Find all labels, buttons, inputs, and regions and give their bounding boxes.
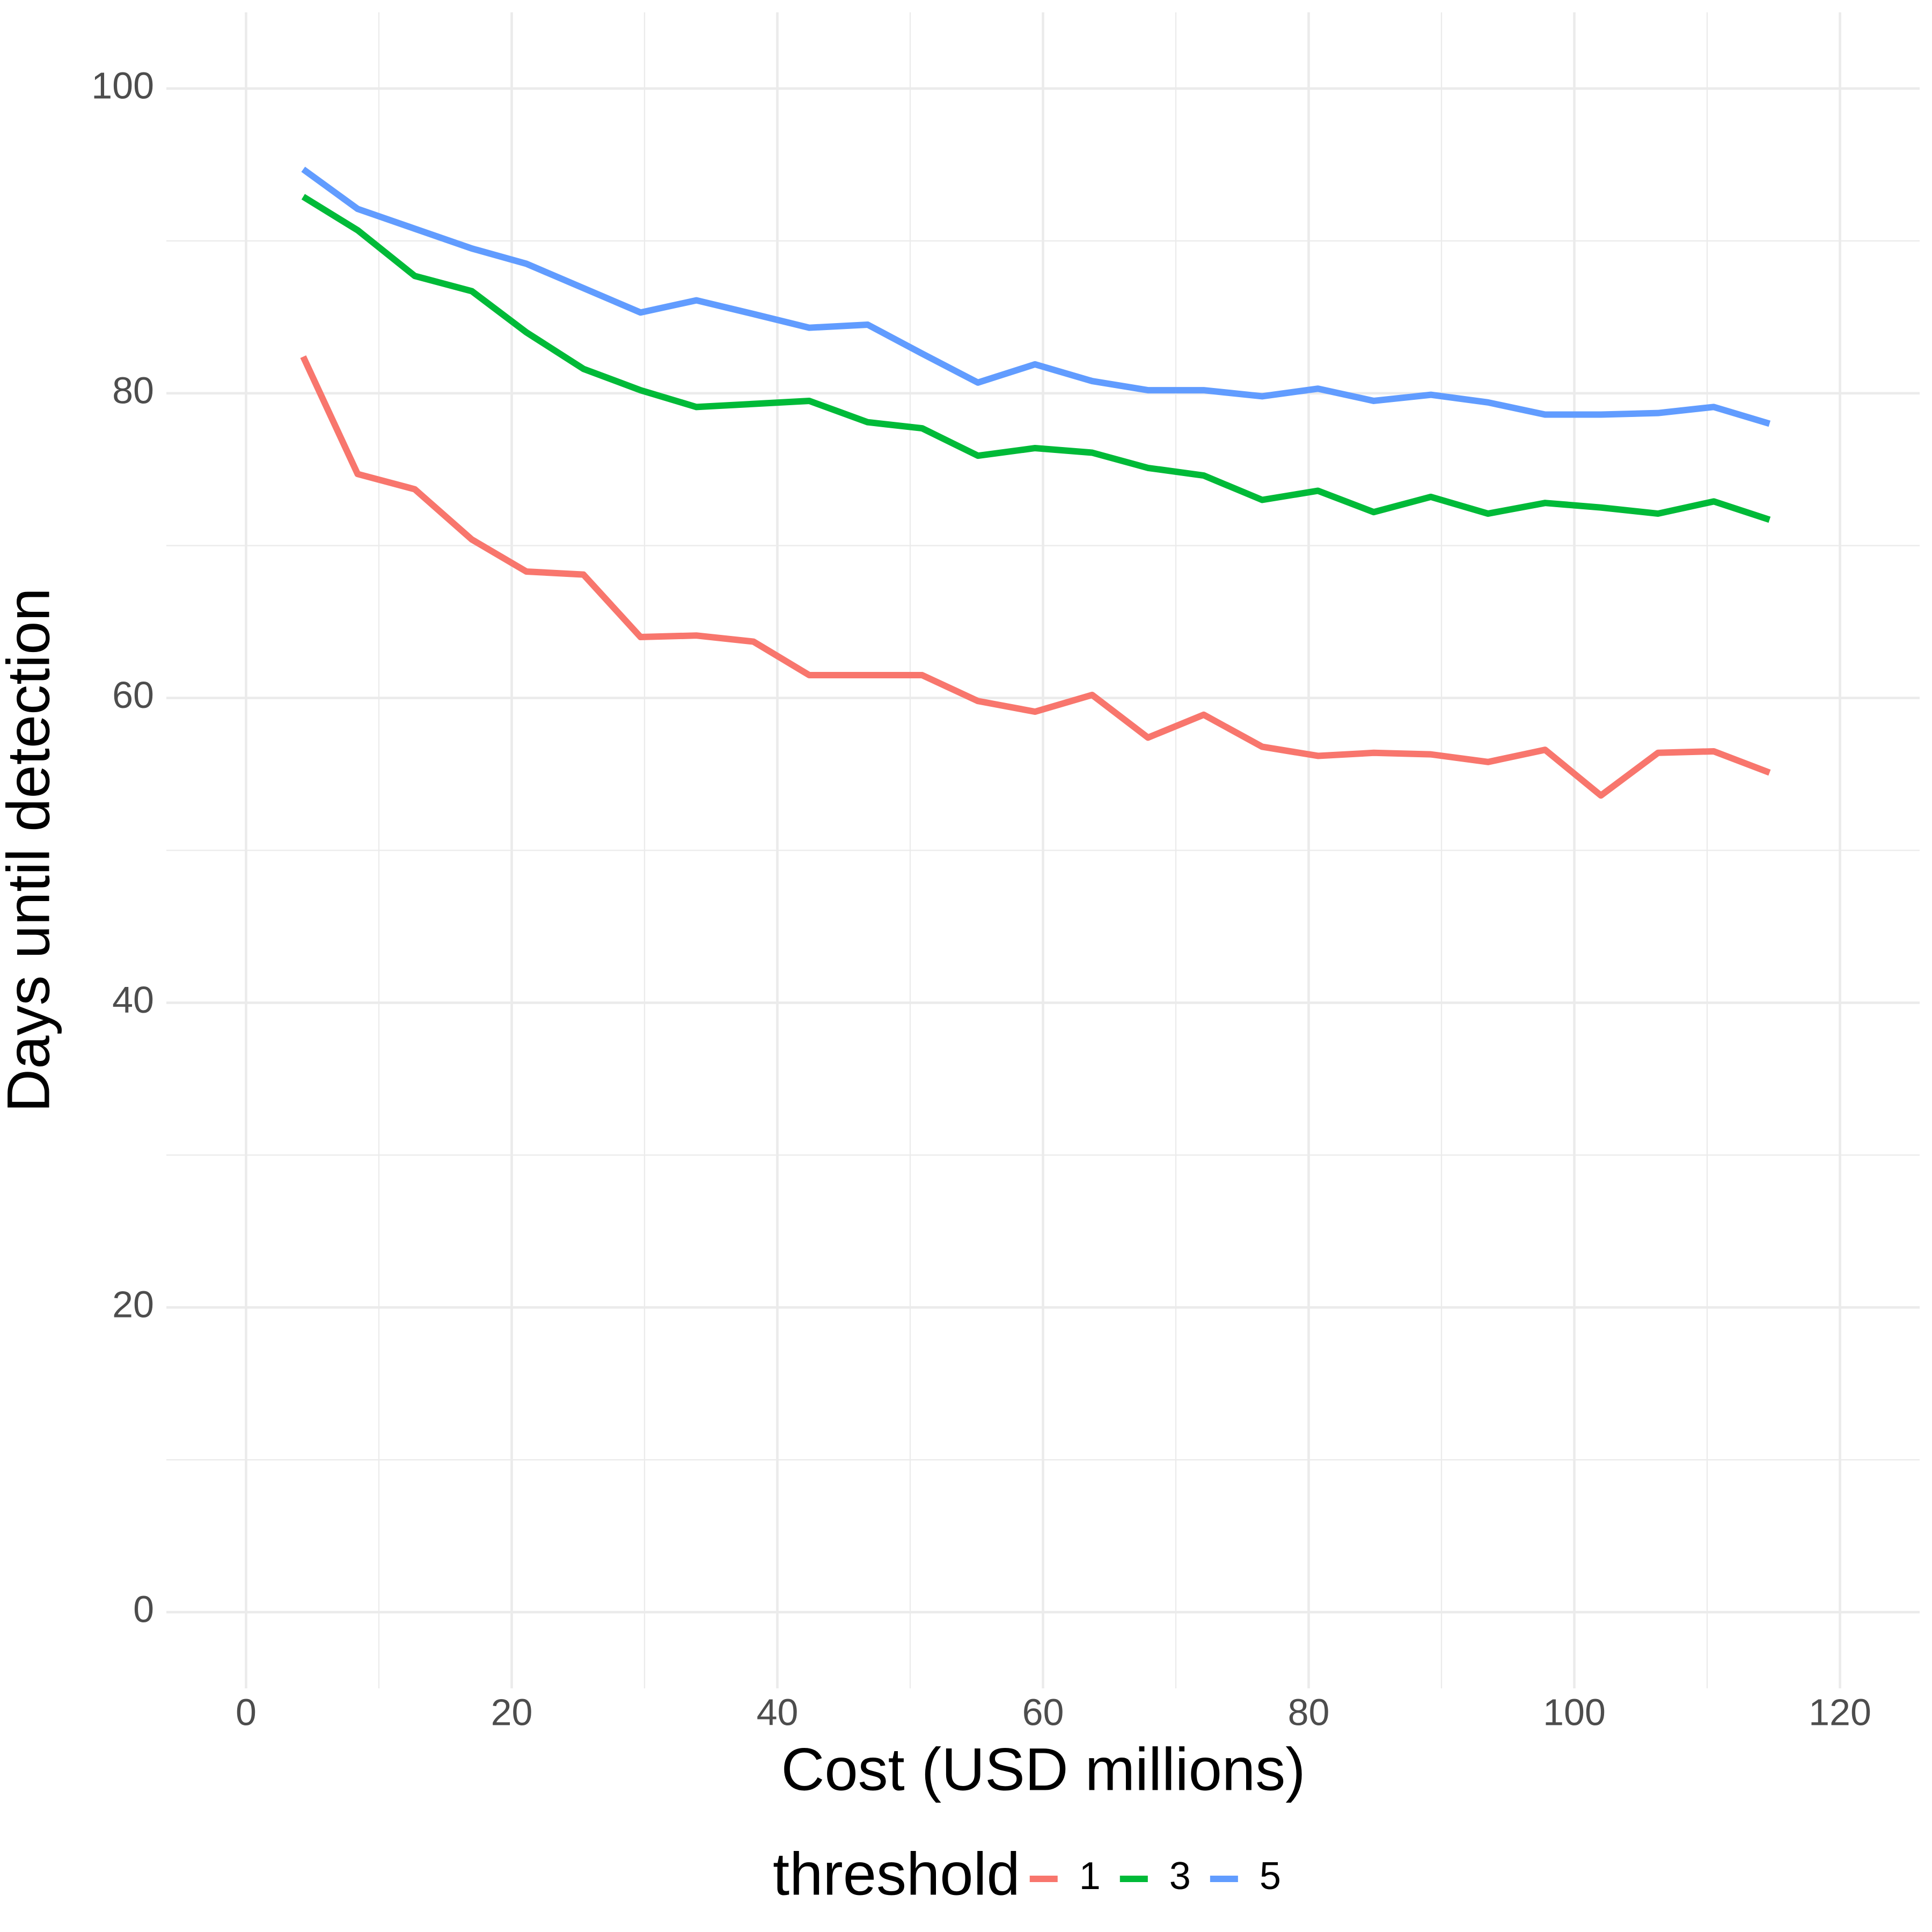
y-tick-label: 20 <box>112 1284 154 1326</box>
y-tick-label: 0 <box>133 1589 154 1630</box>
x-tick-label: 60 <box>1022 1691 1064 1733</box>
legend-label: 5 <box>1260 1855 1281 1898</box>
legend-label: 1 <box>1079 1855 1101 1898</box>
legend-label: 3 <box>1169 1855 1191 1898</box>
x-tick-label: 100 <box>1543 1691 1606 1733</box>
line-series <box>301 166 1771 427</box>
x-tick-label: 40 <box>757 1691 799 1733</box>
x-tick-label: 120 <box>1809 1691 1871 1733</box>
y-tick-label: 60 <box>112 674 154 716</box>
y-tick-label: 100 <box>91 64 154 106</box>
x-axis-title: Cost (USD millions) <box>781 1736 1306 1803</box>
x-tick-label: 80 <box>1288 1691 1330 1733</box>
y-tick-label: 80 <box>112 369 154 411</box>
x-tick-label: 0 <box>236 1691 257 1733</box>
y-tick-label: 40 <box>112 979 154 1021</box>
x-tick-label: 20 <box>491 1691 533 1733</box>
y-axis-title: Days until detection <box>0 588 62 1112</box>
legend-title: threshold <box>773 1841 1020 1908</box>
line-series <box>301 194 1771 523</box>
line-series <box>300 355 1771 799</box>
